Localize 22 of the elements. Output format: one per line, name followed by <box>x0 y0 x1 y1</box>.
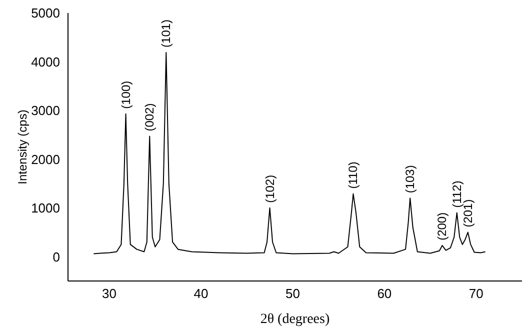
y-tick-label: 3000 <box>31 103 60 118</box>
annotation: (110) <box>346 162 360 189</box>
annotation: (101) <box>159 19 174 48</box>
x-tick-label: 50 <box>285 286 300 302</box>
annotation: (100) <box>118 80 133 109</box>
annotation: (102) <box>262 174 277 203</box>
y-tick-label: 1000 <box>31 200 60 216</box>
annotation: (002) <box>142 103 157 132</box>
annotation: (200) <box>435 212 450 240</box>
x-tick-label: 30 <box>102 286 117 302</box>
y-tick-label: 5000 <box>31 6 60 21</box>
y-tick-label: 2000 <box>31 152 60 167</box>
annotation: (103) <box>403 165 418 194</box>
x-tick-label: 70 <box>468 286 484 302</box>
y-tick-label: 4000 <box>31 54 60 70</box>
y-tick-label: 0 <box>52 249 60 264</box>
line-series <box>93 52 486 254</box>
x-tick-label: 40 <box>194 286 208 302</box>
annotation: (112) <box>450 180 464 208</box>
x-tick-label: 60 <box>377 286 392 302</box>
x-axis-title: 2θ (degrees) <box>260 312 330 327</box>
y-axis-title: Intensity (cps) <box>15 110 30 184</box>
